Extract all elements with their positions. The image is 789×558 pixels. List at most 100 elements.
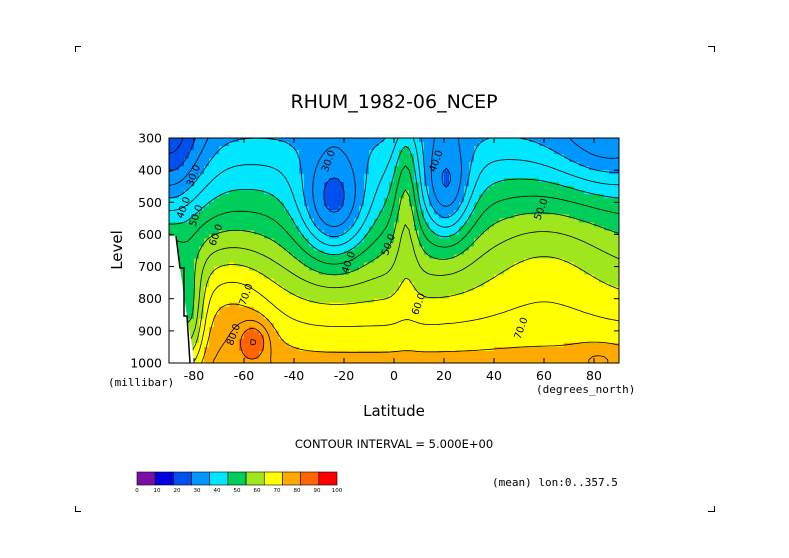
contour-cell <box>259 326 265 332</box>
contour-cell <box>214 202 220 207</box>
contour-cell <box>299 158 305 163</box>
contour-cell <box>434 298 440 304</box>
contour-cell <box>409 162 415 167</box>
contour-cell <box>444 286 450 292</box>
contour-cell <box>239 218 245 223</box>
contour-cell <box>554 214 560 219</box>
contour-cell <box>479 194 485 199</box>
contour-cell <box>209 334 215 340</box>
contour-cell <box>179 150 185 155</box>
contour-cell <box>489 238 495 243</box>
contour-cell <box>474 154 480 159</box>
contour-cell <box>474 262 480 267</box>
contour-cell <box>174 150 180 155</box>
contour-cell <box>279 250 285 255</box>
contour-cell <box>574 166 580 171</box>
contour-cell <box>424 178 430 183</box>
contour-cell <box>214 358 220 364</box>
contour-cell <box>574 222 580 227</box>
contour-cell <box>464 166 470 171</box>
contour-cell <box>559 194 565 199</box>
contour-cell <box>244 214 250 219</box>
contour-cell <box>194 222 200 227</box>
contour-cell <box>514 266 520 271</box>
contour-cell <box>589 146 595 151</box>
contour-cell <box>249 146 255 151</box>
contour-cell <box>329 198 335 203</box>
contour-cell <box>494 266 500 271</box>
contour-cell <box>399 298 405 304</box>
contour-cell <box>379 138 385 143</box>
contour-cell <box>269 306 275 312</box>
contour-cell <box>259 270 265 276</box>
contour-cell <box>194 246 200 251</box>
contour-cell <box>584 222 590 227</box>
contour-cell <box>234 182 240 187</box>
contour-cell <box>304 310 310 316</box>
contour-cell <box>204 230 210 235</box>
contour-cell <box>459 262 465 267</box>
contour-cell <box>499 294 505 300</box>
contour-cell <box>344 238 350 243</box>
contour-cell <box>254 162 260 167</box>
contour-cell <box>204 142 210 147</box>
contour-cell <box>539 302 545 308</box>
contour-cell <box>169 158 175 163</box>
contour-cell <box>559 222 565 227</box>
contour-cell <box>354 158 360 163</box>
contour-cell <box>239 342 245 348</box>
contour-cell <box>219 178 225 183</box>
contour-cell <box>364 158 370 163</box>
contour-cell <box>179 246 185 251</box>
contour-cell <box>489 234 495 239</box>
contour-cell <box>189 162 195 167</box>
contour-cell <box>544 182 550 187</box>
contour-cell <box>324 354 330 360</box>
contour-cell <box>274 190 280 195</box>
contour-cell <box>539 354 545 360</box>
contour-cell <box>214 146 220 151</box>
contour-cell <box>609 222 615 227</box>
contour-cell <box>604 290 610 296</box>
contour-cell <box>584 254 590 259</box>
contour-cell <box>199 250 205 255</box>
contour-cell <box>284 182 290 187</box>
contour-cell <box>409 218 415 223</box>
contour-cell <box>514 290 520 296</box>
contour-cell <box>514 138 520 143</box>
contour-cell <box>189 202 195 207</box>
contour-cell <box>409 290 415 296</box>
contour-cell <box>459 330 465 336</box>
contour-cell <box>594 138 600 143</box>
contour-cell <box>299 210 305 215</box>
contour-cell <box>324 166 330 171</box>
contour-cell <box>519 318 525 324</box>
contour-cell <box>299 274 305 280</box>
contour-cell <box>444 354 450 360</box>
contour-cell <box>569 306 575 312</box>
contour-cell <box>374 138 380 143</box>
contour-cell <box>484 166 490 171</box>
contour-cell <box>279 162 285 167</box>
contour-cell <box>309 174 315 179</box>
contour-cell <box>424 190 430 195</box>
contour-cell <box>614 294 620 300</box>
contour-cell <box>579 138 585 143</box>
contour-cell <box>269 198 275 203</box>
contour-cell <box>249 278 255 284</box>
contour-cell <box>539 314 545 320</box>
contour-cell <box>604 158 610 163</box>
contour-cell <box>454 226 460 231</box>
contour-cell <box>319 190 325 195</box>
contour-cell <box>329 282 335 288</box>
contour-cell <box>204 190 210 195</box>
contour-cell <box>439 230 445 235</box>
contour-cell <box>494 242 500 247</box>
contour-cell <box>474 306 480 312</box>
contour-cell <box>379 146 385 151</box>
contour-cell <box>594 218 600 223</box>
contour-cell <box>399 150 405 155</box>
contour-cell <box>579 266 585 271</box>
contour-cell <box>444 298 450 304</box>
contour-cell <box>209 206 215 211</box>
